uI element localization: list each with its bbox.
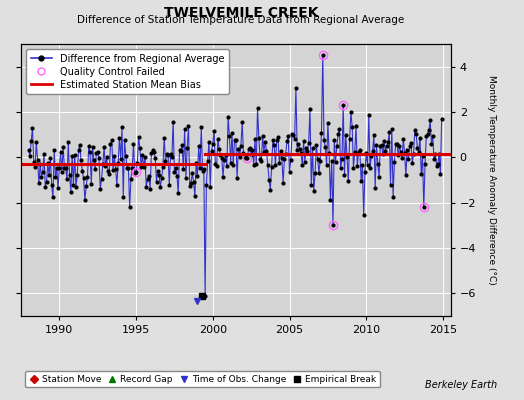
- Y-axis label: Monthly Temperature Anomaly Difference (°C): Monthly Temperature Anomaly Difference (…: [487, 75, 496, 285]
- Text: Berkeley Earth: Berkeley Earth: [425, 380, 497, 390]
- Legend: Difference from Regional Average, Quality Control Failed, Estimated Station Mean: Difference from Regional Average, Qualit…: [26, 49, 229, 94]
- Text: TWELVEMILE CREEK: TWELVEMILE CREEK: [164, 6, 318, 20]
- Legend: Station Move, Record Gap, Time of Obs. Change, Empirical Break: Station Move, Record Gap, Time of Obs. C…: [26, 371, 380, 388]
- Text: Difference of Station Temperature Data from Regional Average: Difference of Station Temperature Data f…: [78, 15, 405, 25]
